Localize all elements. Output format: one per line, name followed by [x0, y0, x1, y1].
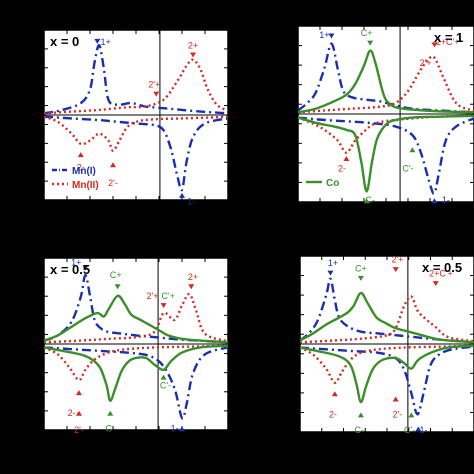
peak-marker [432, 281, 439, 287]
peak-label: C'- [402, 164, 413, 174]
peak-marker [415, 426, 422, 432]
peak-marker [179, 192, 185, 198]
peak-marker [357, 275, 364, 281]
peak-label: C+ [355, 263, 367, 273]
peak-marker [367, 40, 374, 46]
peak-label: 2+C'+ [436, 37, 460, 47]
series-line-co [44, 294, 228, 344]
series-line-mn1 [300, 277, 474, 344]
series-line-mn2 [300, 344, 474, 384]
series-line-co [298, 49, 474, 114]
series-line-mn1 [300, 345, 474, 416]
series-line-mn1 [44, 115, 228, 192]
peak-label: 1+ [71, 257, 81, 267]
peak-marker [363, 198, 370, 204]
peak-label: 2'+ [391, 255, 403, 265]
peak-label: 1+ [319, 30, 329, 40]
peak-label: 2'+ [147, 291, 159, 301]
peak-label: 1+ [328, 258, 338, 268]
chart-panel-2: 1+ C+ 2+C'+ 2'+ 2- C'- C- 1- x = 1 Co [297, 25, 474, 205]
peak-label: 2- [329, 409, 337, 419]
peak-marker [357, 412, 364, 418]
peak-marker [160, 374, 167, 380]
peak-label: 1- [442, 195, 450, 205]
peak-label: 2+ [188, 40, 198, 50]
series-line-mn2 [44, 58, 228, 115]
peak-marker [431, 42, 438, 48]
panel-title: x = 1 [434, 30, 463, 45]
peak-marker [331, 391, 338, 397]
legend-label: Mn(II) [72, 180, 99, 191]
peak-label: C'- [160, 380, 171, 390]
panel-title: x = 0.5 [50, 262, 90, 277]
chart-panel-4: 1+ C+ 2'+ 2+C'+ 2- C- 2'-C'- 1- x = 0.5 [299, 255, 474, 435]
peak-label: 2'+ [148, 79, 160, 89]
peak-marker [75, 410, 82, 416]
peak-label: C'- [404, 425, 415, 435]
peak-marker [75, 390, 82, 396]
series-line-mn1 [298, 116, 474, 195]
peak-label: 2- [77, 163, 85, 173]
peak-marker [188, 284, 195, 290]
series-line-mn1 [44, 44, 228, 115]
series-line-mn2 [298, 55, 474, 114]
legend-label: Co [326, 178, 339, 189]
series-line-co [300, 291, 474, 344]
peak-marker [392, 267, 399, 273]
legend-label: Mn(I) [72, 166, 96, 177]
peak-label: 2'+ [420, 58, 432, 68]
peak-label: C- [354, 425, 364, 435]
series-line-mn2 [300, 295, 474, 344]
peak-label: 2- [338, 164, 346, 174]
panel-title: x = 0 [50, 34, 79, 49]
peak-label: 1- [171, 423, 179, 433]
peak-label: 2'- [393, 409, 403, 419]
series-line-mn2 [44, 115, 228, 152]
peak-label: 2'- [108, 178, 118, 188]
peak-marker [77, 152, 84, 158]
series-line-co [300, 344, 474, 404]
peak-marker [408, 412, 415, 418]
series-line-mn1 [298, 42, 474, 114]
chart-panel-1: 1+ 2+ 2'+ 2- 2'- 1- x = 0 Mn(I) Mn(II) [43, 29, 229, 207]
peak-marker [107, 410, 114, 416]
peak-label: 2+C'+ [429, 269, 453, 279]
peak-label: C- [105, 423, 115, 433]
chart-panel-3: 1+ C+ 2+ 2'+ C'+ 2- 2'- C'- C- 1- x = 0.5 [43, 257, 229, 435]
panel-title: x = 0.5 [422, 260, 462, 275]
series-line-mn1 [44, 346, 228, 420]
series-line-mn2 [44, 344, 228, 382]
peak-marker [94, 38, 101, 44]
peak-label: 1- [420, 425, 428, 435]
series-line-co [44, 344, 228, 402]
peak-marker [179, 426, 185, 432]
peak-marker [110, 162, 116, 168]
peak-label: 2+ [188, 272, 198, 282]
peak-label: C+ [361, 28, 373, 38]
peak-label: C- [365, 195, 375, 205]
peak-label: C'+ [161, 291, 174, 301]
peak-marker [431, 198, 438, 204]
peak-marker [190, 52, 197, 58]
peak-marker [343, 156, 350, 161]
peak-marker [160, 303, 167, 309]
peak-label: 2'- [74, 425, 84, 435]
peak-marker [153, 91, 160, 97]
peak-marker [328, 33, 335, 39]
series-line-co [298, 114, 474, 193]
peak-marker [82, 265, 89, 271]
peak-label: 1+ [101, 37, 111, 47]
peak-label: C+ [110, 270, 122, 280]
peak-marker [409, 147, 416, 153]
peak-marker [327, 270, 334, 276]
peak-label: 2- [68, 408, 76, 418]
peak-marker [114, 284, 121, 290]
peak-marker [392, 396, 399, 402]
series-line-mn1 [44, 273, 228, 344]
series-line-mn2 [44, 292, 228, 344]
peak-label: 1- [187, 197, 195, 207]
